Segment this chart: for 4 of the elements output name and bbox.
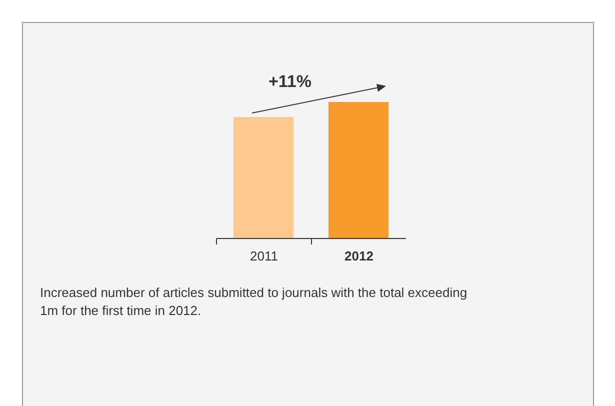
x-tick-label: 2012 (344, 248, 374, 264)
x-tick-label: 2011 (250, 248, 278, 264)
text: Increased number of articles submitted to journals with the total exceeding 1m for the first time in 2012. (40, 284, 468, 320)
text: +11% (267, 72, 312, 92)
